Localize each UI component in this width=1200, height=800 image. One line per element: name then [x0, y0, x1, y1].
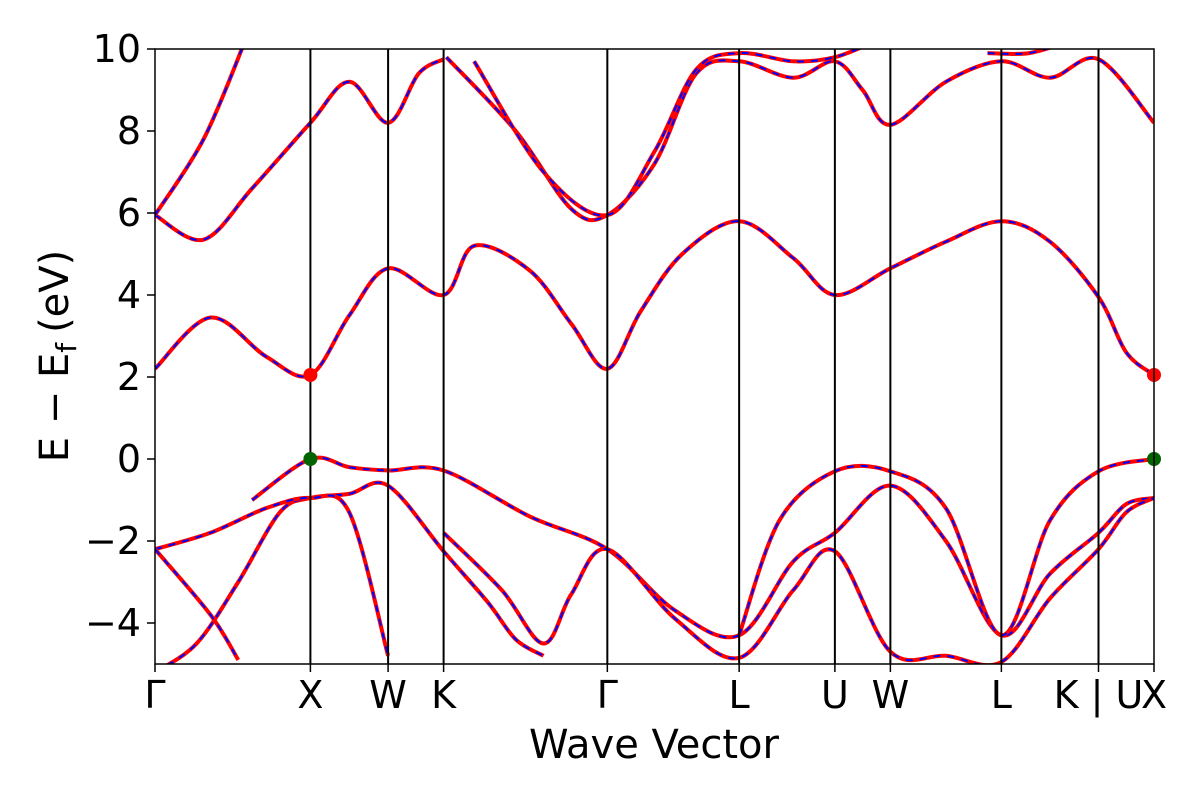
- x-tick-label: W: [872, 673, 910, 717]
- band-line-dashed-0: [167, 481, 545, 664]
- band-line-dashed-2: [155, 548, 240, 661]
- band-line-dashed-3: [251, 456, 1154, 639]
- y-axis-label: E − Ef (eV): [32, 250, 83, 463]
- y-tick-label: 2: [117, 355, 141, 399]
- band-line-dashed-9: [445, 56, 1154, 222]
- band-line-dashed-1: [155, 494, 390, 657]
- band-line-solid-8: [155, 49, 245, 217]
- x-tick-label: X: [297, 673, 323, 717]
- x-tick-label: Γ: [597, 673, 618, 717]
- x-tick-label: W: [369, 673, 407, 717]
- x-tick-label: U: [821, 673, 849, 717]
- x-tick-label: X: [1141, 673, 1167, 717]
- x-tick-label: L: [991, 673, 1012, 717]
- band-line-solid-11: [987, 49, 1053, 57]
- band-line-dashed-7: [155, 58, 445, 242]
- band-line-solid-9: [444, 55, 1154, 223]
- kpoint-lines: [309, 49, 1100, 664]
- band-line-solid-6: [155, 219, 1154, 379]
- y-tick-label: −2: [85, 519, 141, 563]
- band-line-dashed-5: [738, 458, 1154, 637]
- x-tick-label: K: [431, 673, 457, 717]
- band-line-solid-5: [737, 457, 1154, 638]
- x-axis-label: Wave Vector: [529, 722, 780, 768]
- y-tick-label: 10: [93, 27, 141, 71]
- y-tick-label: 8: [117, 109, 141, 153]
- y-tick-label: 4: [117, 273, 141, 317]
- x-tick-label: Γ: [144, 673, 165, 717]
- cbm-marker: [303, 367, 318, 382]
- band-line-dashed-4: [442, 497, 1154, 664]
- bands-layer: [155, 49, 1154, 664]
- y-tick-label: 0: [117, 437, 141, 481]
- y-axis: −4 −2 0 2 4 6 8 10: [85, 27, 155, 645]
- y-axis-label-main: E − E: [32, 353, 78, 463]
- band-line-dashed-10: [473, 49, 861, 217]
- x-tick-label: K | U: [1054, 673, 1144, 718]
- extrema-markers: [303, 367, 1161, 466]
- y-axis-label-unit: (eV): [32, 250, 78, 333]
- y-axis-label-subscript: f: [50, 342, 83, 353]
- y-tick-label: 6: [117, 191, 141, 235]
- band-line-dashed-8: [155, 49, 243, 216]
- y-tick-label: −4: [85, 601, 141, 645]
- band-line-dashed-6: [155, 220, 1154, 378]
- band-line-solid-1: [155, 493, 391, 657]
- plot-frame: [154, 48, 1155, 665]
- vbm-marker: [303, 452, 318, 466]
- x-tick-label: L: [729, 673, 750, 717]
